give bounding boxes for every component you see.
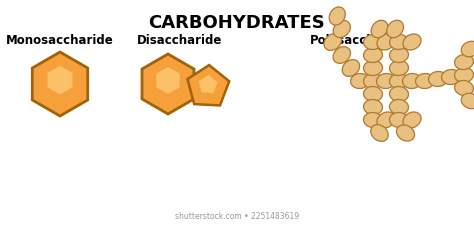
Polygon shape bbox=[390, 35, 409, 49]
Polygon shape bbox=[461, 41, 474, 57]
Polygon shape bbox=[364, 112, 383, 128]
Polygon shape bbox=[390, 87, 409, 101]
Polygon shape bbox=[455, 68, 474, 82]
Polygon shape bbox=[364, 60, 383, 76]
Polygon shape bbox=[324, 34, 341, 50]
Polygon shape bbox=[390, 47, 409, 63]
Polygon shape bbox=[364, 47, 383, 63]
Polygon shape bbox=[371, 125, 388, 141]
Polygon shape bbox=[333, 20, 350, 38]
Polygon shape bbox=[199, 75, 218, 93]
Polygon shape bbox=[455, 80, 474, 95]
Polygon shape bbox=[329, 7, 345, 25]
Text: Polysaccharide: Polysaccharide bbox=[310, 34, 410, 47]
Polygon shape bbox=[416, 74, 435, 88]
Polygon shape bbox=[364, 87, 383, 101]
Polygon shape bbox=[333, 47, 350, 63]
Polygon shape bbox=[187, 65, 229, 105]
Polygon shape bbox=[390, 99, 409, 114]
Polygon shape bbox=[47, 66, 73, 95]
Polygon shape bbox=[455, 55, 474, 70]
Polygon shape bbox=[403, 112, 421, 128]
Polygon shape bbox=[428, 71, 447, 87]
Polygon shape bbox=[350, 74, 369, 88]
Polygon shape bbox=[396, 125, 415, 141]
Polygon shape bbox=[156, 67, 180, 94]
Polygon shape bbox=[377, 34, 395, 50]
Polygon shape bbox=[390, 112, 409, 128]
Polygon shape bbox=[461, 93, 474, 109]
Polygon shape bbox=[390, 60, 409, 76]
Text: CARBOHYDRATES: CARBOHYDRATES bbox=[149, 14, 325, 32]
Polygon shape bbox=[377, 112, 395, 128]
Polygon shape bbox=[390, 74, 409, 88]
Polygon shape bbox=[364, 99, 383, 114]
Polygon shape bbox=[387, 20, 403, 38]
Text: Disaccharide: Disaccharide bbox=[137, 34, 223, 47]
Polygon shape bbox=[371, 20, 388, 38]
Polygon shape bbox=[32, 52, 88, 116]
Polygon shape bbox=[376, 74, 395, 88]
Polygon shape bbox=[364, 35, 383, 49]
Polygon shape bbox=[441, 69, 460, 85]
Polygon shape bbox=[402, 74, 421, 88]
Polygon shape bbox=[142, 54, 194, 114]
Polygon shape bbox=[364, 74, 383, 88]
Text: Monosaccharide: Monosaccharide bbox=[6, 34, 114, 47]
Polygon shape bbox=[342, 60, 360, 76]
Text: shutterstock.com • 2251483619: shutterstock.com • 2251483619 bbox=[175, 212, 299, 221]
Polygon shape bbox=[403, 34, 421, 50]
